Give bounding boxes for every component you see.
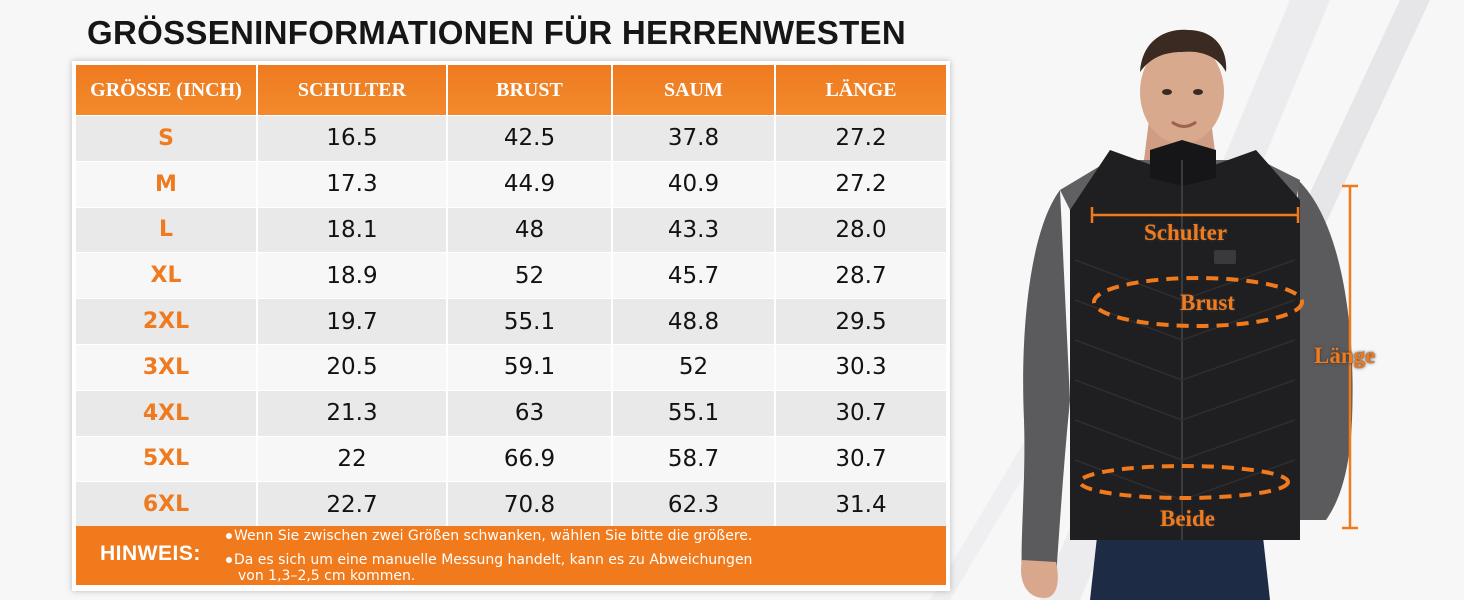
shoulder-cell: 17.3 — [258, 160, 448, 207]
length-label: Länge — [1314, 343, 1376, 368]
length-cell: 29.5 — [776, 298, 946, 344]
header-length: LÄNGE — [776, 65, 946, 115]
table-row: XL 18.9 52 45.7 28.7 — [76, 252, 946, 299]
table-row: L 18.1 48 43.3 28.0 — [76, 206, 946, 253]
shoulder-cell: 18.9 — [258, 252, 448, 299]
size-cell: 4XL — [76, 389, 258, 436]
hem-cell: 37.8 — [613, 115, 776, 161]
length-cell: 27.2 — [776, 160, 946, 207]
table-row: M 17.3 44.9 40.9 27.2 — [76, 160, 946, 207]
length-cell: 30.7 — [776, 435, 946, 482]
man-in-vest-illustration — [1020, 29, 1358, 600]
length-cell: 31.4 — [776, 481, 946, 528]
length-cell: 30.7 — [776, 389, 946, 436]
shoulder-cell: 16.5 — [258, 115, 448, 161]
size-cell: 6XL — [76, 481, 258, 528]
hem-cell: 55.1 — [613, 389, 776, 436]
shoulder-cell: 22.7 — [258, 481, 448, 528]
shoulder-cell: 19.7 — [258, 298, 448, 344]
shoulder-cell: 20.5 — [258, 343, 448, 390]
size-cell: 5XL — [76, 435, 258, 482]
chest-cell: 66.9 — [448, 435, 613, 482]
chest-cell: 48 — [448, 206, 613, 253]
note-line-1: Wenn Sie zwischen zwei Größen schwanken,… — [226, 528, 753, 544]
bullet-icon — [226, 557, 232, 563]
hem-label: Beide — [1160, 506, 1215, 531]
chest-cell: 52 — [448, 252, 613, 299]
length-cell: 27.2 — [776, 115, 946, 161]
note-text-2a: Da es sich um eine manuelle Messung hand… — [234, 552, 753, 568]
length-cell: 30.3 — [776, 343, 946, 390]
chest-cell: 59.1 — [448, 343, 613, 390]
size-cell: 3XL — [76, 343, 258, 390]
note-banner: HINWEIS: Wenn Sie zwischen zwei Größen s… — [76, 526, 946, 585]
size-cell: S — [76, 115, 258, 161]
hem-cell: 40.9 — [613, 160, 776, 207]
size-table-container: GRÖSSE (INCH) SCHULTER BRUST SAUM LÄNGE … — [72, 61, 950, 591]
chest-cell: 70.8 — [448, 481, 613, 528]
chest-cell: 55.1 — [448, 298, 613, 344]
table-header-row: GRÖSSE (INCH) SCHULTER BRUST SAUM LÄNGE — [76, 65, 946, 115]
chest-label: Brust — [1180, 290, 1235, 315]
header-hem: SAUM — [613, 65, 776, 115]
header-chest: BRUST — [448, 65, 613, 115]
note-line-2: Da es sich um eine manuelle Messung hand… — [226, 552, 934, 584]
shoulder-cell: 22 — [258, 435, 448, 482]
chest-cell: 44.9 — [448, 160, 613, 207]
table-row: 5XL 22 66.9 58.7 30.7 — [76, 435, 946, 482]
hem-cell: 48.8 — [613, 298, 776, 344]
shoulder-label: Schulter — [1144, 220, 1228, 245]
chest-cell: 63 — [448, 389, 613, 436]
hem-cell: 45.7 — [613, 252, 776, 299]
table-row: 6XL 22.7 70.8 62.3 31.4 — [76, 481, 946, 528]
size-table: GRÖSSE (INCH) SCHULTER BRUST SAUM LÄNGE … — [76, 65, 946, 528]
note-label: HINWEIS: — [100, 542, 201, 565]
size-cell: L — [76, 206, 258, 253]
model-illustration: Schulter Brust Länge Beide — [960, 0, 1464, 600]
page-title: GRÖSSENINFORMATIONEN FÜR HERRENWESTEN — [87, 14, 907, 51]
header-size: GRÖSSE (INCH) — [76, 65, 258, 115]
shoulder-cell: 21.3 — [258, 389, 448, 436]
note-text-1: Wenn Sie zwischen zwei Größen schwanken,… — [234, 528, 753, 544]
size-cell: M — [76, 160, 258, 207]
chest-cell: 42.5 — [448, 115, 613, 161]
note-text-2b: von 1,3–2,5 cm kommen. — [238, 568, 416, 584]
header-shoulder: SCHULTER — [258, 65, 448, 115]
table-row: 2XL 19.7 55.1 48.8 29.5 — [76, 298, 946, 344]
hem-cell: 62.3 — [613, 481, 776, 528]
table-row: 3XL 20.5 59.1 52 30.3 — [76, 343, 946, 390]
hem-cell: 52 — [613, 343, 776, 390]
length-cell: 28.7 — [776, 252, 946, 299]
size-cell: XL — [76, 252, 258, 299]
table-row: 4XL 21.3 63 55.1 30.7 — [76, 389, 946, 436]
hem-cell: 43.3 — [613, 206, 776, 253]
bullet-icon — [226, 533, 232, 539]
shoulder-cell: 18.1 — [258, 206, 448, 253]
hem-cell: 58.7 — [613, 435, 776, 482]
size-cell: 2XL — [76, 298, 258, 344]
table-row: S 16.5 42.5 37.8 27.2 — [76, 115, 946, 161]
length-cell: 28.0 — [776, 206, 946, 253]
